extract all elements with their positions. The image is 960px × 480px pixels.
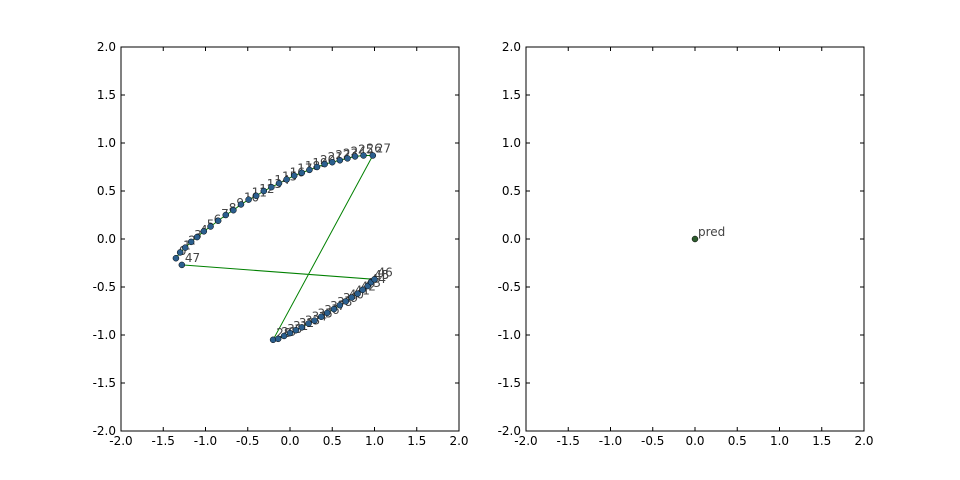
point-label: 45 bbox=[374, 268, 389, 282]
y-tick-label: 1.5 bbox=[502, 88, 521, 102]
x-tick-label: 1.5 bbox=[407, 434, 426, 448]
point bbox=[286, 329, 294, 337]
point bbox=[298, 169, 306, 177]
point bbox=[292, 326, 300, 334]
y-tick-label: 0.0 bbox=[502, 232, 521, 246]
point bbox=[330, 305, 338, 313]
x-tick-label: 1.5 bbox=[812, 434, 831, 448]
x-tick-label: 0.0 bbox=[685, 434, 704, 448]
x-tick-label: -0.5 bbox=[236, 434, 259, 448]
point-label: 26 bbox=[367, 141, 382, 155]
y-tick-label: -0.5 bbox=[93, 280, 116, 294]
y-tick-label: -2.0 bbox=[93, 424, 116, 438]
y-tick-label: -2.0 bbox=[498, 424, 521, 438]
x-tick-label: 2.0 bbox=[449, 434, 468, 448]
y-tick-label: -1.0 bbox=[93, 328, 116, 342]
point bbox=[290, 172, 298, 179]
point bbox=[252, 192, 260, 200]
axes-frame bbox=[120, 46, 460, 432]
x-tick-label: -1.0 bbox=[599, 434, 622, 448]
point bbox=[280, 332, 288, 340]
point bbox=[321, 160, 328, 168]
point bbox=[318, 313, 325, 321]
point bbox=[222, 211, 230, 219]
point bbox=[305, 320, 312, 327]
point bbox=[360, 152, 367, 159]
point bbox=[207, 223, 214, 230]
point bbox=[260, 187, 268, 195]
point bbox=[298, 324, 306, 331]
y-tick-label: 1.5 bbox=[97, 88, 116, 102]
point bbox=[323, 309, 331, 317]
y-tick-label: 0.5 bbox=[502, 184, 521, 198]
point bbox=[351, 153, 359, 160]
point bbox=[245, 196, 252, 203]
y-tick-label: 2.0 bbox=[502, 40, 521, 54]
y-tick-label: -1.5 bbox=[498, 376, 521, 390]
y-tick-label: 1.0 bbox=[97, 136, 116, 150]
point bbox=[178, 261, 186, 269]
x-tick-label: -1.0 bbox=[194, 434, 217, 448]
point bbox=[348, 294, 355, 301]
point bbox=[214, 217, 222, 225]
x-tick-label: 1.0 bbox=[770, 434, 789, 448]
point bbox=[354, 290, 361, 297]
y-tick-label: 0.0 bbox=[97, 232, 116, 246]
x-tick-label: 2.0 bbox=[854, 434, 873, 448]
x-tick-label: 0.0 bbox=[280, 434, 299, 448]
point bbox=[342, 298, 350, 305]
x-tick-label: -2.0 bbox=[514, 434, 537, 448]
x-tick-label: -2.0 bbox=[109, 434, 132, 448]
y-tick-label: -0.5 bbox=[498, 280, 521, 294]
point bbox=[336, 301, 344, 309]
x-tick-label: -0.5 bbox=[641, 434, 664, 448]
y-tick-label: 1.0 bbox=[502, 136, 521, 150]
point bbox=[237, 201, 245, 208]
point bbox=[359, 286, 366, 294]
x-tick-label: -1.5 bbox=[557, 434, 580, 448]
point bbox=[193, 233, 201, 241]
y-tick-label: 0.5 bbox=[97, 184, 116, 198]
point bbox=[691, 235, 699, 243]
point bbox=[311, 317, 318, 324]
point bbox=[176, 249, 184, 256]
point bbox=[336, 157, 344, 164]
point bbox=[274, 335, 282, 343]
point bbox=[275, 180, 283, 187]
point-label: 27 bbox=[376, 141, 391, 155]
y-tick-label: -1.5 bbox=[93, 376, 116, 390]
point bbox=[313, 163, 321, 171]
point bbox=[344, 155, 351, 162]
y-tick-label: 2.0 bbox=[97, 40, 116, 54]
point bbox=[371, 276, 378, 283]
point bbox=[306, 166, 313, 174]
x-tick-label: 0.5 bbox=[323, 434, 342, 448]
point bbox=[200, 228, 208, 235]
x-tick-label: -1.5 bbox=[152, 434, 175, 448]
point-label: 47 bbox=[185, 251, 200, 265]
point bbox=[283, 176, 290, 183]
point bbox=[329, 158, 336, 166]
x-tick-label: 0.5 bbox=[728, 434, 747, 448]
point bbox=[230, 206, 237, 214]
point-label: 46 bbox=[378, 265, 393, 279]
point-label: pred bbox=[698, 225, 725, 239]
point bbox=[369, 152, 377, 159]
point bbox=[172, 254, 180, 262]
y-tick-label: -1.0 bbox=[498, 328, 521, 342]
point bbox=[268, 183, 275, 191]
point bbox=[187, 238, 195, 246]
x-tick-label: 1.0 bbox=[365, 434, 384, 448]
point bbox=[181, 244, 189, 251]
